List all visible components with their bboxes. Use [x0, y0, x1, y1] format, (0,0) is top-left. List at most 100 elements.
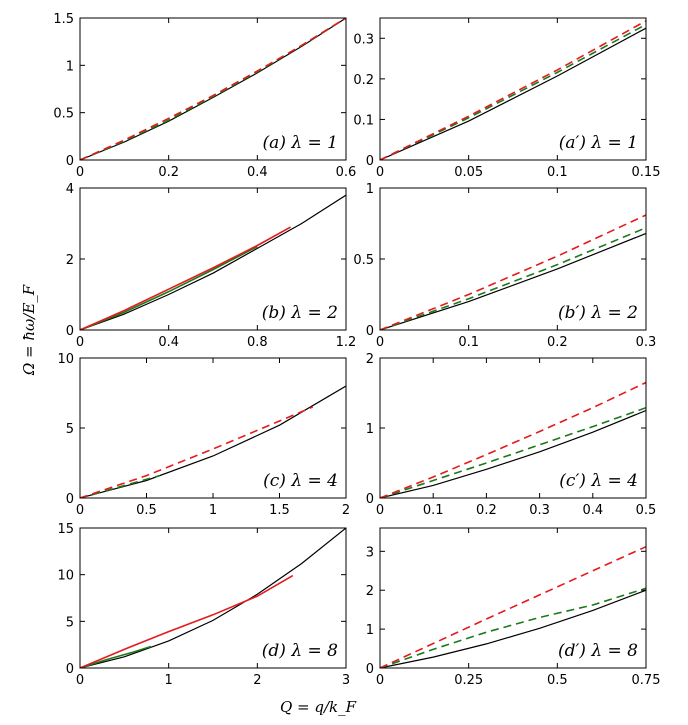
series-black-solid-line: [380, 409, 646, 498]
x-tick-label: 0.1: [547, 165, 568, 180]
y-tick-label: 4: [66, 182, 74, 197]
panel-label: (c′) λ = 4: [559, 471, 638, 491]
series-red-dashed-line: [380, 545, 646, 668]
y-tick-label: 2: [366, 352, 374, 367]
series-red-dashed-line: [80, 406, 314, 498]
x-tick-label: 0.4: [158, 335, 179, 350]
y-tick-label: 0: [366, 324, 374, 339]
plot-frame: [379, 527, 647, 669]
y-tick-label: 0: [366, 492, 374, 507]
y-tick-label: 0.5: [353, 253, 374, 268]
panel-0: 0 0.2 0.4 0.6 0 0.5 1 1.5 (a) λ = 1: [53, 12, 356, 180]
x-tick-label: 2: [342, 503, 350, 518]
x-tick-label: 0: [76, 673, 84, 688]
panel-label: (b′) λ = 2: [558, 303, 638, 323]
x-tick-label: 0.5: [136, 503, 157, 518]
x-tick-label: 0.2: [476, 503, 497, 518]
y-tick-label: 10: [57, 352, 74, 367]
panel-6: 0 1 2 3 0 5 10 15 (d) λ = 8: [57, 522, 350, 688]
panel-7: 0 0.25 0.5 0.75 0 1 2 3 (d′) λ = 8: [366, 527, 661, 688]
series-black-solid-line: [80, 528, 346, 668]
x-tick-label: 0.1: [423, 503, 444, 518]
x-tick-label: 0: [376, 673, 384, 688]
y-tick-label: 0: [66, 492, 74, 507]
x-tick-label: 0.05: [454, 165, 483, 180]
panel-3: 0 0.1 0.2 0.3 0 0.5 1 (b′) λ = 2: [353, 182, 656, 350]
x-tick-label: 0: [376, 165, 384, 180]
series-black-solid-line: [80, 194, 346, 330]
y-tick-label: 10: [57, 569, 74, 584]
series-black-solid-line: [80, 18, 346, 160]
plot-frame: [79, 17, 347, 161]
x-tick-label: 0.6: [336, 165, 357, 180]
x-tick-label: 0.2: [547, 335, 568, 350]
x-tick-label: 3: [342, 673, 350, 688]
y-tick-label: 3: [366, 545, 374, 560]
series-green-solid-line: [80, 645, 152, 668]
series-black-solid-line: [380, 232, 646, 330]
panel-1: 0 0.05 0.1 0.15 0 0.1 0.2 0.3 (a′) λ = 1: [353, 17, 661, 180]
panel-label: (c) λ = 4: [263, 471, 338, 491]
y-tick-label: 0: [66, 324, 74, 339]
panel-label: (d′) λ = 8: [558, 641, 638, 661]
series-green-dashed-line: [380, 587, 646, 668]
plot-frame: [79, 527, 347, 669]
x-tick-label: 0: [76, 503, 84, 518]
y-tick-label: 0.3: [353, 32, 374, 47]
y-tick-label: 5: [66, 615, 74, 630]
y-tick-label: 0: [66, 154, 74, 169]
x-tick-label: 0: [376, 335, 384, 350]
y-tick-label: 15: [57, 522, 74, 537]
x-tick-label: 0.5: [636, 503, 657, 518]
x-tick-label: 0.2: [158, 165, 179, 180]
y-tick-label: 0: [366, 662, 374, 677]
panel-2: 0 0.4 0.8 1.2 0 2 4 (b) λ = 2: [66, 182, 357, 350]
x-tick-label: 0.25: [454, 673, 483, 688]
series-green-dashed-line: [380, 227, 646, 330]
series-black-solid-line: [380, 27, 646, 160]
x-tick-label: 2: [253, 673, 261, 688]
x-tick-label: 0.3: [636, 335, 657, 350]
x-tick-label: 0: [76, 335, 84, 350]
x-tick-label: 0.8: [247, 335, 268, 350]
series-red-solid-line: [80, 574, 294, 668]
x-tick-label: 0.3: [529, 503, 550, 518]
x-tick-label: 1: [209, 503, 217, 518]
x-tick-label: 0.4: [582, 503, 603, 518]
panel-label: (d) λ = 8: [262, 641, 338, 661]
y-tick-label: 1: [366, 422, 374, 437]
series-green-dashed-line: [380, 406, 646, 498]
y-tick-label: 0.2: [353, 73, 374, 88]
x-tick-label: 0.1: [458, 335, 479, 350]
x-tick-label: 0.5: [547, 673, 568, 688]
series-red-dashed-line: [380, 20, 646, 160]
panel-5: 0 0.1 0.2 0.3 0.4 0.5 0 1 2 (c′) λ = 4: [366, 352, 657, 518]
y-tick-label: 0.1: [353, 113, 374, 128]
x-tick-label: 0: [376, 503, 384, 518]
series-green-dashed-line: [380, 23, 646, 160]
series-black-solid-line: [380, 589, 646, 668]
series-red-dashed-line: [80, 18, 346, 160]
series-red-solid-line: [80, 226, 291, 330]
y-tick-label: 0: [366, 154, 374, 169]
x-tick-label: 0.4: [247, 165, 268, 180]
y-tick-label: 1: [366, 623, 374, 638]
series-green-solid-line: [80, 245, 258, 330]
series-red-dashed-line: [380, 214, 646, 330]
y-axis-title: Ω = ħω/E_F: [20, 284, 38, 376]
panel-4: 0 0.5 1 1.5 2 0 5 10 (c) λ = 4: [57, 352, 350, 518]
y-tick-label: 0: [66, 662, 74, 677]
panel-label: (b) λ = 2: [262, 303, 338, 323]
x-tick-label: 0: [76, 165, 84, 180]
panel-label: (a′) λ = 1: [559, 133, 638, 153]
y-tick-label: 5: [66, 422, 74, 437]
y-tick-label: 0.5: [53, 107, 74, 122]
y-tick-label: 2: [66, 253, 74, 268]
y-tick-label: 1: [366, 182, 374, 197]
x-axis-title: Q = q/k_F: [280, 698, 357, 716]
x-tick-label: 0.15: [632, 165, 661, 180]
x-tick-label: 0.75: [632, 673, 661, 688]
plot-frame: [379, 17, 647, 161]
series-red-dashed-line: [380, 381, 646, 498]
y-tick-label: 2: [366, 584, 374, 599]
